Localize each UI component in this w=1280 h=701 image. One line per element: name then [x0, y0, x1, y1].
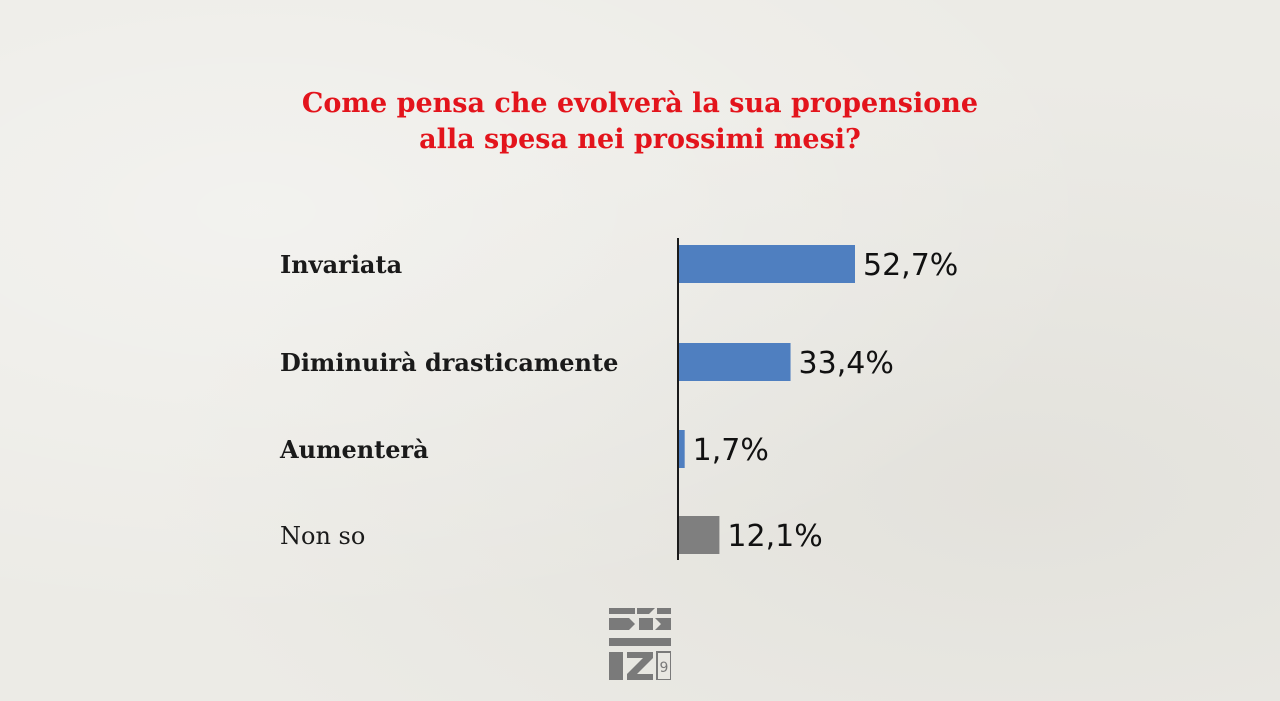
- chart-title: Come pensa che evolverà la sua propensio…: [0, 86, 1280, 158]
- izi-logo-icon: 9: [609, 608, 671, 680]
- bar: [679, 516, 720, 554]
- bars-group: Invariata 52,7% Diminuirà drasticamente 33,…: [279, 245, 958, 554]
- value-label: 33,4%: [799, 346, 894, 381]
- chart-title-line-2: alla spesa nei prossimi mesi?: [419, 124, 861, 155]
- bar: [679, 430, 685, 468]
- value-label: 52,7%: [863, 248, 958, 283]
- category-label: Non so: [280, 522, 365, 550]
- category-label: Aumenterà: [279, 435, 429, 464]
- svg-text:9: 9: [660, 660, 669, 676]
- bar: [679, 343, 791, 381]
- category-label: Diminuirà drasticamente: [280, 348, 618, 377]
- value-label: 1,7%: [693, 433, 769, 468]
- value-label: 12,1%: [727, 519, 822, 554]
- category-label: Invariata: [280, 250, 402, 279]
- chart-title-line-1: Come pensa che evolverà la sua propensio…: [301, 88, 979, 119]
- bar: [679, 245, 855, 283]
